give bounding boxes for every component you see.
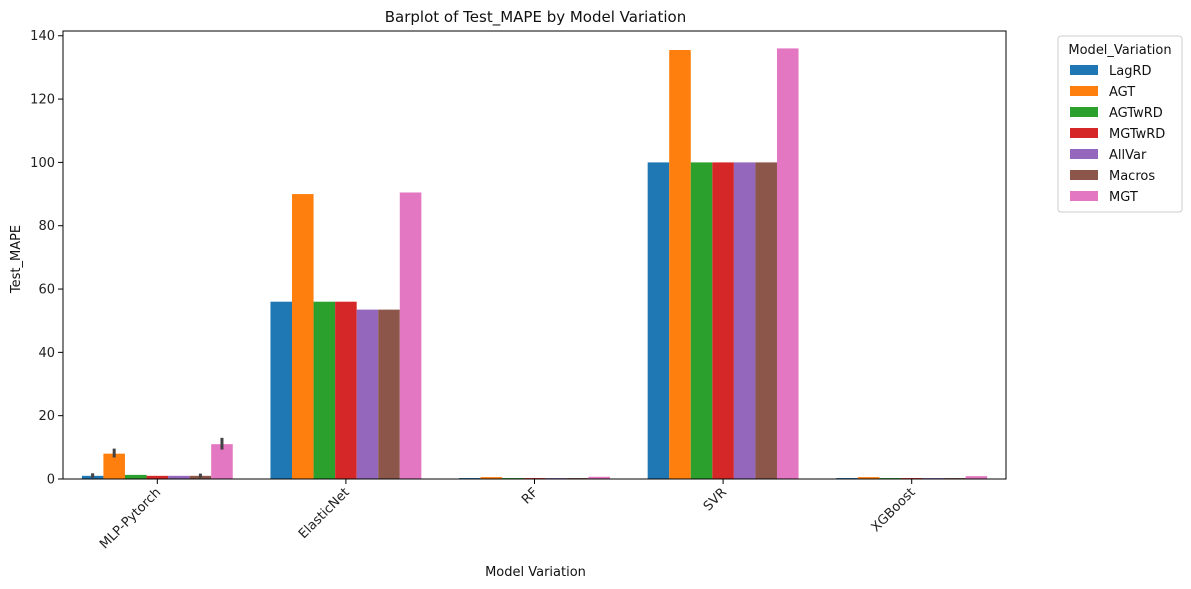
legend-swatch-lagrd: [1070, 65, 1098, 75]
bar-mgt-svr: [776, 48, 799, 480]
legend-swatch-agtwrd: [1070, 107, 1098, 117]
legend-swatch-macros: [1070, 170, 1098, 180]
y-tick-label: 140: [30, 29, 55, 44]
y-tick-label: 0: [47, 473, 55, 488]
legend-swatch-allvar: [1070, 149, 1098, 159]
bar-agt-rf: [480, 477, 503, 479]
legend-swatch-agt: [1070, 86, 1098, 96]
bar-allvar-svr: [733, 162, 756, 480]
x-tick-label: XGBoost: [869, 485, 919, 535]
legend-swatch-mgtwrd: [1070, 128, 1098, 138]
bar-mgtwrd-mlp-pytorch: [146, 475, 169, 479]
y-tick-label: 120: [30, 93, 55, 108]
bar-mgt-xgboost: [965, 476, 988, 479]
bar-lagrd-svr: [647, 162, 670, 480]
bar-lagrd-elasticnet: [270, 301, 293, 479]
bar-agtwrd-mlp-pytorch: [124, 474, 147, 479]
y-tick-label: 100: [30, 156, 55, 171]
legend-label-mgt: MGT: [1109, 190, 1138, 205]
bar-mgtwrd-svr: [712, 162, 734, 480]
x-tick-label: ElasticNet: [296, 485, 353, 542]
legend-label-allvar: AllVar: [1109, 148, 1147, 163]
y-tick-label: 20: [38, 409, 55, 424]
bar-agtwrd-svr: [690, 162, 713, 480]
y-tick-label: 40: [38, 346, 55, 361]
x-tick-label: RF: [519, 485, 541, 507]
legend-frame: [1057, 35, 1183, 213]
bar-mgt-rf: [588, 476, 610, 479]
bar-agt-xgboost: [857, 477, 880, 479]
legend: Model_Variation LagRD AGT AGTwRD MGTwRD AllV…: [1057, 35, 1183, 213]
axes-frame: [62, 30, 1007, 480]
y-tick-label: 60: [38, 283, 55, 298]
bar-agt-svr: [669, 49, 691, 480]
legend-label-agtwrd: AGTwRD: [1109, 106, 1163, 121]
bar-allvar-mlp-pytorch: [168, 475, 190, 479]
bar-agtwrd-elasticnet: [313, 301, 336, 479]
legend-label-macros: Macros: [1109, 169, 1155, 184]
bar-agt-mlp-pytorch: [103, 453, 125, 479]
plot-area: 0 20 40 60 80 100 120 140 MLP-Pytorch ElasticNet R…: [30, 29, 1007, 552]
x-axis-title: Model Variation: [485, 565, 586, 580]
legend-title: Model_Variation: [1068, 43, 1171, 58]
chart-title: Barplot of Test_MAPE by Model Variation: [385, 8, 686, 27]
legend-swatch-mgt: [1070, 191, 1098, 201]
legend-label-lagrd: LagRD: [1109, 64, 1152, 79]
x-tick-label: SVR: [701, 485, 730, 514]
bar-macros-svr: [755, 162, 777, 480]
bar-allvar-elasticnet: [356, 309, 379, 479]
bar-mgt-mlp-pytorch: [211, 444, 233, 479]
bar-agt-elasticnet: [292, 194, 314, 479]
y-tick-label: 80: [38, 219, 55, 234]
bar-macros-elasticnet: [378, 309, 400, 479]
x-tick-label: MLP-Pytorch: [97, 485, 164, 552]
y-axis-title: Test_MAPE: [9, 225, 24, 294]
legend-label-mgtwrd: MGTwRD: [1109, 127, 1165, 142]
legend-label-agt: AGT: [1109, 85, 1135, 100]
bar-mgtwrd-elasticnet: [335, 301, 357, 479]
bar-mgt-elasticnet: [399, 192, 422, 479]
